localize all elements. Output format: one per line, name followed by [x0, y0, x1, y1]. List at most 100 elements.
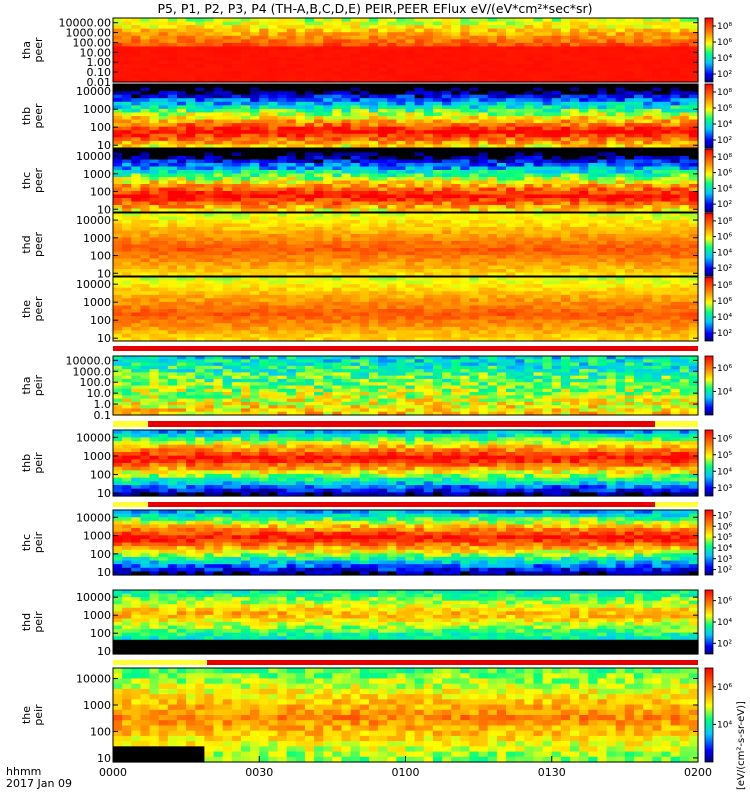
- spectrogram-cell: [277, 255, 288, 260]
- spectrogram-cell: [213, 316, 224, 321]
- spectrogram-cell: [542, 170, 553, 175]
- spectrogram-cell: [524, 244, 535, 249]
- spectrogram-cell: [204, 220, 215, 225]
- spectrogram-cell: [378, 140, 388, 146]
- spectrogram-cell: [167, 298, 178, 303]
- spectrogram-cell: [140, 241, 151, 246]
- spectrogram-cell: [661, 237, 672, 242]
- spectrogram-cell: [442, 173, 452, 178]
- spectrogram-cell: [359, 140, 370, 146]
- spectrogram-cell: [213, 119, 224, 124]
- spectrogram-cell: [113, 262, 123, 267]
- spectrogram-cell: [113, 330, 123, 335]
- spectrogram-cell: [597, 265, 608, 270]
- spectrogram-cell: [204, 163, 215, 168]
- spectrogram-cell: [286, 108, 297, 114]
- spectrogram-cell: [487, 60, 498, 65]
- spectrogram-cell: [652, 187, 663, 192]
- spectrogram-cell: [176, 140, 187, 146]
- spectrogram-cell: [195, 326, 206, 331]
- spectrogram-cell: [624, 18, 635, 23]
- spectrogram-cell: [186, 152, 196, 157]
- spectrogram-cell: [231, 46, 242, 51]
- spectrogram-cell: [314, 152, 324, 157]
- spectrogram-cell: [615, 205, 626, 210]
- spectrogram-cell: [496, 112, 507, 117]
- spectrogram-cell: [250, 241, 260, 246]
- spectrogram-cell: [195, 305, 206, 310]
- spectrogram-cell: [506, 251, 516, 256]
- spectrogram-cell: [643, 230, 653, 235]
- spectrogram-cell: [231, 173, 242, 178]
- spectrogram-cell: [634, 205, 644, 210]
- spectrogram-cell: [606, 230, 617, 235]
- spectrogram-cell: [323, 144, 333, 149]
- spectrogram-cell: [368, 18, 379, 23]
- spectrogram-cell: [213, 25, 224, 30]
- spectrogram-cell: [204, 60, 215, 65]
- spectrogram-cell: [579, 84, 589, 89]
- spectrogram-cell: [368, 64, 379, 69]
- spectrogram-cell: [314, 205, 324, 210]
- spectrogram-cell: [268, 53, 279, 58]
- spectrogram-cell: [368, 108, 379, 114]
- spectrogram-cell: [542, 144, 553, 149]
- spectrogram-cell: [524, 262, 535, 267]
- spectrogram-cell: [560, 21, 571, 26]
- spectrogram-cell: [378, 32, 388, 37]
- spectrogram-cell: [524, 42, 535, 48]
- spectrogram-cell: [688, 227, 699, 232]
- spectrogram-cell: [670, 25, 681, 30]
- spectrogram-cell: [442, 244, 452, 249]
- spectrogram-cell: [423, 272, 434, 277]
- spectrogram-cell: [515, 57, 525, 62]
- spectrogram-cell: [231, 244, 242, 249]
- spectrogram-cell: [405, 223, 416, 228]
- spectrogram-cell: [432, 201, 443, 206]
- spectrogram-cell: [158, 180, 169, 185]
- spectrogram-cell: [186, 269, 196, 274]
- spectrogram-cell: [268, 234, 279, 239]
- spectrogram-cell: [250, 64, 260, 69]
- spectrogram-cell: [314, 208, 324, 213]
- spectrogram-cell: [122, 21, 132, 26]
- spectrogram-cell: [423, 130, 434, 135]
- spectrogram-cell: [277, 159, 288, 164]
- spectrogram-cell: [368, 187, 379, 192]
- spectrogram-cell: [414, 191, 425, 196]
- spectrogram-cell: [176, 201, 187, 206]
- spectrogram-cell: [277, 220, 288, 225]
- spectrogram-cell: [277, 213, 288, 218]
- spectrogram-cell: [597, 91, 608, 96]
- spectrogram-cell: [359, 248, 370, 253]
- spectrogram-cell: [222, 170, 233, 175]
- spectrogram-cell: [259, 230, 269, 235]
- spectrogram-cell: [661, 173, 672, 178]
- spectrogram-cell: [295, 116, 306, 121]
- spectrogram-cell: [405, 191, 416, 196]
- spectrogram-cell: [542, 205, 553, 210]
- spectrogram-cell: [487, 105, 498, 110]
- spectrogram-cell: [515, 244, 525, 249]
- spectrogram-cell: [670, 170, 681, 175]
- spectrogram-cell: [158, 166, 169, 171]
- spectrogram-cell: [560, 130, 571, 135]
- spectrogram-cell: [524, 265, 535, 270]
- spectrogram-cell: [277, 272, 288, 277]
- spectrogram-cell: [359, 177, 370, 182]
- spectrogram-cell: [387, 60, 397, 65]
- spectrogram-cell: [359, 130, 370, 135]
- spectrogram-cell: [149, 319, 160, 324]
- spectrogram-cell: [140, 333, 151, 339]
- spectrogram-cell: [551, 159, 562, 164]
- spectrogram-cell: [167, 305, 178, 310]
- spectrogram-cell: [551, 187, 562, 192]
- spectrogram-cell: [423, 64, 434, 69]
- spectrogram-cell: [149, 255, 160, 260]
- spectrogram-cell: [533, 251, 544, 256]
- spectrogram-cell: [487, 227, 498, 232]
- spectrogram-cell: [158, 87, 169, 92]
- spectrogram-cell: [176, 191, 187, 196]
- spectrogram-cell: [113, 248, 123, 253]
- spectrogram-cell: [414, 35, 425, 40]
